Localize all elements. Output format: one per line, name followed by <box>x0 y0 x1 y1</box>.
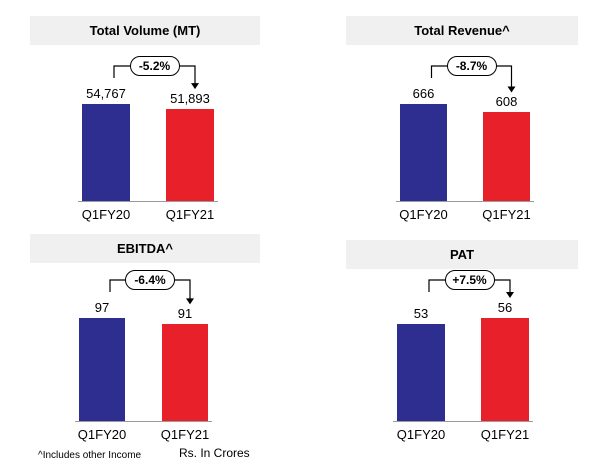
arrow-down-icon <box>186 298 194 305</box>
arrow-down-icon <box>507 86 516 93</box>
chart-title: PAT <box>346 240 578 269</box>
change-badge: +7.5% <box>444 270 495 290</box>
data-label: 91 <box>177 306 193 322</box>
units-label: Rs. In Crores <box>179 446 250 460</box>
bar-q1fy21 <box>481 318 529 421</box>
change-badge: -6.4% <box>125 270 175 290</box>
bar-q1fy20 <box>397 323 445 421</box>
data-label: 53 <box>413 305 429 321</box>
bar-q1fy20 <box>400 104 447 201</box>
change-badge: -8.7% <box>446 56 497 76</box>
chart-baseline <box>75 421 212 422</box>
category-label: Q1FY21 <box>480 427 530 442</box>
category-label: Q1FY21 <box>165 207 215 222</box>
chart-baseline <box>78 201 218 202</box>
data-label: 54,767 <box>86 86 126 101</box>
category-label: Q1FY20 <box>396 427 446 442</box>
category-label: Q1FY20 <box>399 207 448 222</box>
bar-q1fy20 <box>82 104 130 201</box>
chart-title: Total Revenue^ <box>346 16 578 45</box>
arrow-down-icon <box>191 83 199 90</box>
change-badge: -5.2% <box>129 56 180 76</box>
chart-title: EBITDA^ <box>30 234 260 263</box>
chart-title: Total Volume (MT) <box>30 16 260 45</box>
bar-q1fy21 <box>483 112 530 201</box>
arrow-down-icon <box>506 292 514 298</box>
data-label: 97 <box>94 300 110 315</box>
chart-baseline <box>393 421 533 422</box>
category-label: Q1FY20 <box>81 207 131 222</box>
bar-q1fy20 <box>79 318 125 421</box>
data-label: 608 <box>495 94 518 110</box>
footnote: ^Includes other Income <box>38 450 142 461</box>
bar-q1fy21 <box>166 109 214 201</box>
category-label: Q1FY21 <box>482 207 531 222</box>
bar-q1fy21 <box>162 324 208 421</box>
chart-baseline <box>396 201 534 202</box>
category-label: Q1FY20 <box>77 427 127 442</box>
data-label: 56 <box>497 300 513 315</box>
data-label: 51,893 <box>170 91 210 107</box>
data-label: 666 <box>412 86 435 101</box>
category-label: Q1FY21 <box>160 427 210 442</box>
